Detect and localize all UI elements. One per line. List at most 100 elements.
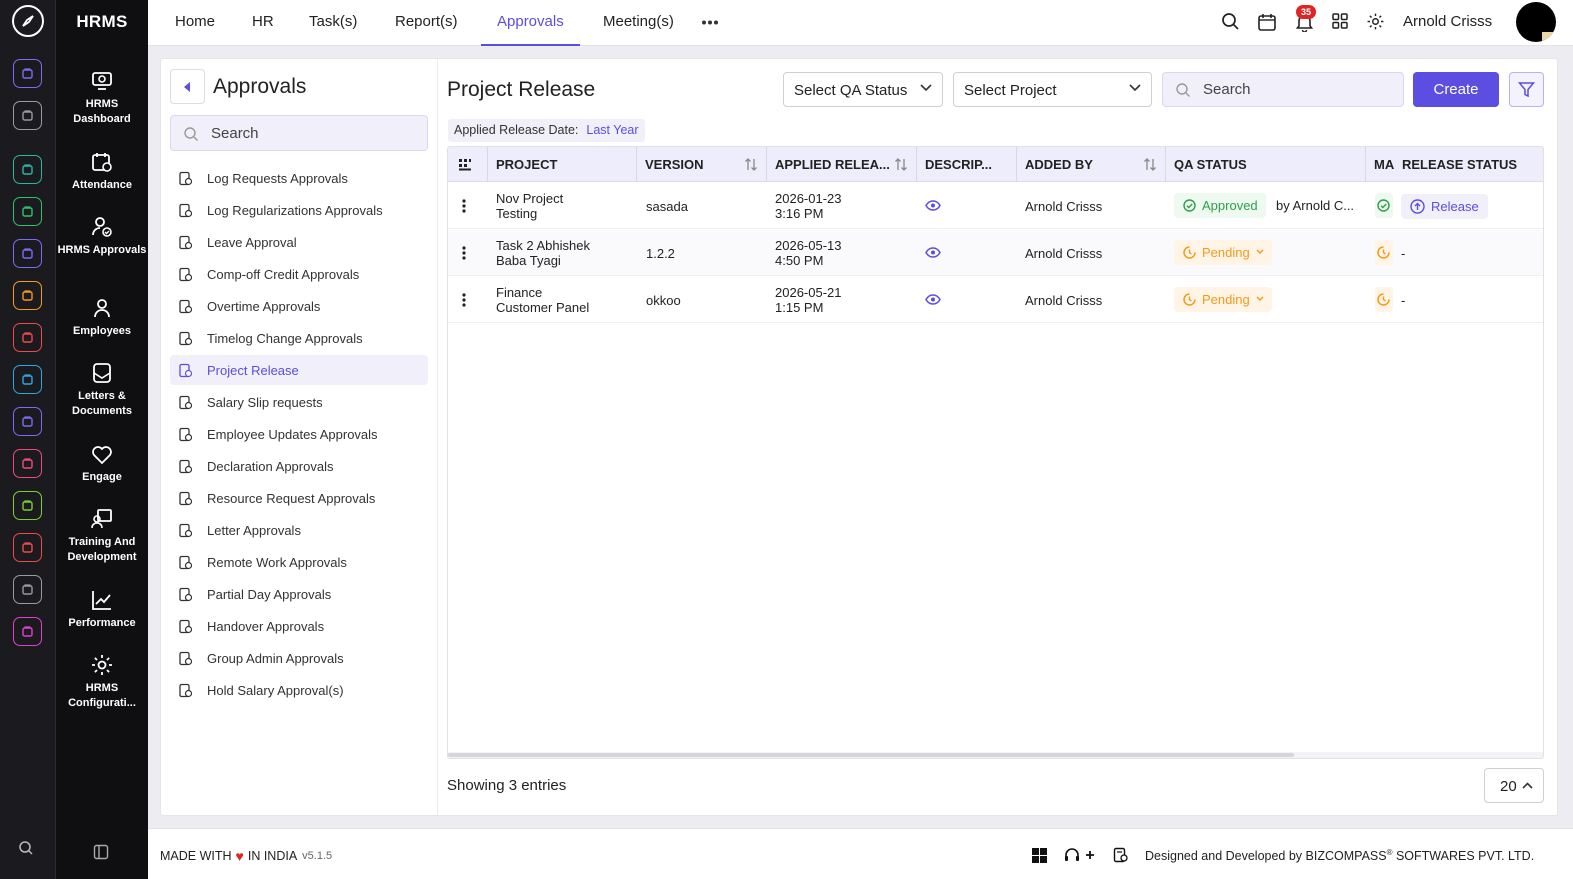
subnav-item[interactable]: Log Requests Approvals (170, 163, 428, 193)
settings-gear-icon[interactable] (1366, 12, 1385, 31)
windows-icon[interactable] (1032, 848, 1047, 863)
rail-app-icon[interactable] (13, 323, 42, 352)
column-header[interactable]: DESCRIP... (917, 147, 1017, 182)
subnav-search-input[interactable]: Search (170, 115, 428, 151)
row-actions-icon[interactable] (462, 199, 466, 213)
sort-icon[interactable] (894, 157, 908, 172)
scrollbar-thumb[interactable] (448, 753, 1294, 757)
sidebar-item-configuration[interactable]: HRMS Configurati... (56, 653, 148, 711)
apps-grid-icon[interactable] (1331, 12, 1349, 30)
sidebar-item-letters[interactable]: Letters & Documents (56, 361, 148, 419)
rail-app-icon[interactable] (13, 617, 42, 646)
column-header[interactable]: RELEASE STATUS (1402, 157, 1518, 172)
rail-app-icon[interactable] (13, 533, 42, 562)
filter-button[interactable] (1509, 72, 1544, 107)
row-actions-icon[interactable] (462, 293, 466, 307)
document-icon[interactable] (1113, 847, 1128, 863)
column-header[interactable]: QA STATUS (1166, 147, 1366, 182)
support-headset-icon[interactable] (1064, 847, 1094, 863)
sidebar-item-performance[interactable]: Performance (56, 588, 148, 631)
tab-home[interactable]: Home (175, 13, 216, 30)
compass-logo-icon[interactable] (12, 5, 44, 37)
user-name[interactable]: Arnold Crisss (1403, 13, 1493, 30)
rail-app-icon[interactable] (13, 101, 42, 130)
subnav-item[interactable]: Handover Approvals (170, 611, 428, 641)
approvals-icon (92, 217, 112, 237)
row-actions-icon[interactable] (462, 246, 466, 260)
rail-app-icon[interactable] (13, 491, 42, 520)
rail-app-icon[interactable] (13, 155, 42, 184)
table-row[interactable]: Task 2 Abhishek Baba Tyagi 1.2.2 2026-05-… (448, 230, 1543, 276)
table-row[interactable]: Finance Customer Panel okkoo 2026-05-21 1:… (448, 277, 1543, 323)
sort-icon[interactable] (1143, 157, 1157, 172)
sidebar-item-approvals[interactable]: HRMS Approvals (56, 215, 148, 258)
tab-hr[interactable]: HR (252, 13, 274, 30)
rail-app-icon[interactable] (13, 407, 42, 436)
rail-app-icon[interactable] (13, 449, 42, 478)
subnav-item[interactable]: Leave Approval (170, 227, 428, 257)
subnav-item[interactable]: Employee Updates Approvals (170, 419, 428, 449)
subnav-item[interactable]: Declaration Approvals (170, 451, 428, 481)
eye-icon[interactable] (925, 247, 941, 258)
subnav-item[interactable]: Partial Day Approvals (170, 579, 428, 609)
rail-app-icon[interactable] (13, 59, 42, 88)
table-row[interactable]: Nov Project Testing sasada 2026-01-23 3:16… (448, 183, 1543, 229)
qa-status-select[interactable]: Select QA Status (783, 72, 943, 107)
developer-credit: Designed and Developed by BIZCOMPASS® SO… (1145, 848, 1534, 863)
column-header[interactable]: PROJECT (488, 147, 637, 182)
tab-meetings[interactable]: Meeting(s) (603, 13, 674, 30)
eye-icon[interactable] (925, 294, 941, 305)
sidebar-item-training[interactable]: Training And Development (56, 507, 148, 565)
subnav-item[interactable]: Timelog Change Approvals (170, 323, 428, 353)
applied-filter-chip[interactable]: Applied Release Date: Last Year (448, 119, 645, 142)
qa-status-dropdown[interactable]: Pending (1174, 240, 1272, 265)
release-button[interactable]: Release (1401, 194, 1488, 219)
avatar[interactable] (1516, 2, 1556, 42)
sidebar-item-label: Engage (82, 471, 122, 483)
project-name: Finance (496, 285, 543, 300)
sidebar-item-dashboard[interactable]: HRMS Dashboard (56, 69, 148, 127)
sidebar-item-label: Letters & Documents (72, 390, 132, 417)
back-button[interactable] (170, 69, 205, 104)
subnav-item[interactable]: Overtime Approvals (170, 291, 428, 321)
column-chooser-icon[interactable] (448, 147, 488, 182)
column-header[interactable]: APPLIED RELEA... (767, 147, 917, 182)
subnav-item[interactable]: Letter Approvals (170, 515, 428, 545)
subnav-item[interactable]: Remote Work Approvals (170, 547, 428, 577)
subnav-item[interactable]: Comp-off Credit Approvals (170, 259, 428, 289)
subnav-item[interactable]: Log Regularizations Approvals (170, 195, 428, 225)
more-icon[interactable] (702, 20, 718, 25)
rail-app-icon[interactable] (13, 197, 42, 226)
subnav-item[interactable]: Project Release (170, 355, 428, 385)
subnav-item[interactable]: Group Admin Approvals (170, 643, 428, 673)
tab-tasks[interactable]: Task(s) (309, 13, 358, 30)
column-header[interactable]: ADDED BY (1017, 147, 1166, 182)
collapse-sidebar-icon[interactable] (93, 844, 109, 860)
search-icon[interactable] (1221, 12, 1240, 31)
search-input[interactable]: Search (1162, 72, 1404, 107)
column-header[interactable]: VERSION (637, 147, 767, 182)
column-header[interactable]: MA (1374, 157, 1395, 172)
create-button[interactable]: Create (1413, 72, 1499, 107)
subnav-item[interactable]: Resource Request Approvals (170, 483, 428, 513)
column-header-label: ADDED BY (1025, 157, 1093, 172)
rail-app-icon[interactable] (13, 281, 42, 310)
page-size-select[interactable]: 20 (1484, 768, 1544, 803)
rail-app-icon[interactable] (13, 239, 42, 268)
calendar-icon[interactable] (1257, 12, 1277, 32)
tab-reports[interactable]: Report(s) (395, 13, 458, 30)
sort-icon[interactable] (744, 157, 758, 172)
sidebar-item-employees[interactable]: Employees (56, 296, 148, 339)
rail-app-icon[interactable] (13, 575, 42, 604)
sidebar-item-engage[interactable]: Engage (56, 442, 148, 485)
qa-status-dropdown[interactable]: Pending (1174, 287, 1272, 312)
sidebar-item-attendance[interactable]: Attendance (56, 150, 148, 193)
rail-search-icon[interactable] (18, 840, 34, 856)
subnav-item[interactable]: Hold Salary Approval(s) (170, 675, 428, 705)
project-select[interactable]: Select Project (953, 72, 1152, 107)
eye-icon[interactable] (925, 200, 941, 211)
rail-app-icon[interactable] (13, 365, 42, 394)
tab-approvals[interactable]: Approvals (481, 0, 580, 46)
horizontal-scrollbar[interactable] (448, 752, 1543, 758)
subnav-item[interactable]: Salary Slip requests (170, 387, 428, 417)
